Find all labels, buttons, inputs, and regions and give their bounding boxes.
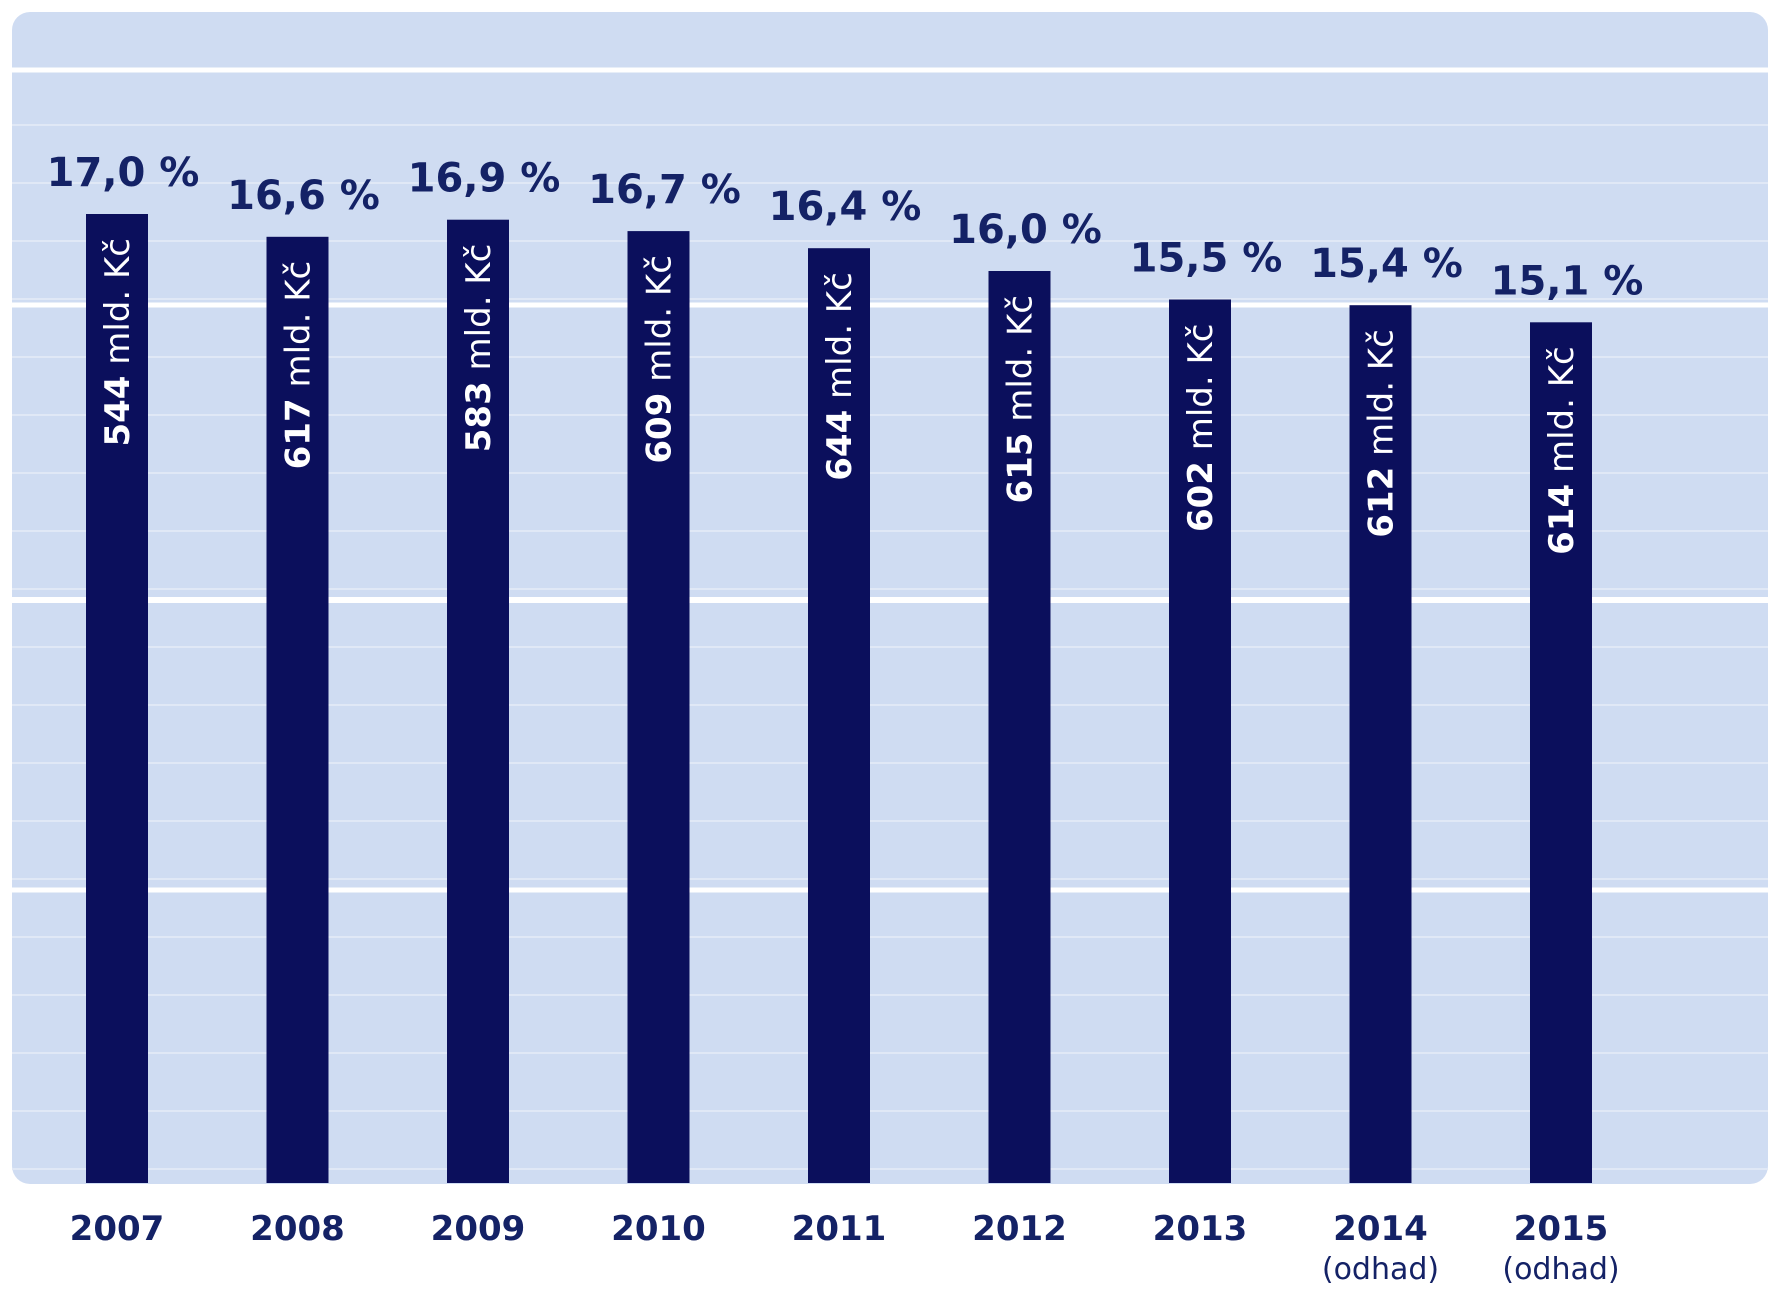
- category-label: 2012: [972, 1209, 1067, 1249]
- category-label: 2015: [1514, 1209, 1609, 1249]
- amount-value: 614: [1542, 484, 1582, 555]
- amount-label: 612 mld. Kč: [1362, 329, 1402, 538]
- amount-value: 609: [640, 393, 680, 464]
- category-note: (odhad): [1502, 1252, 1619, 1287]
- category-label: 2010: [611, 1209, 706, 1249]
- amount-label: 609 mld. Kč: [640, 255, 680, 464]
- value-label: 16,9 %: [408, 156, 561, 202]
- bar: [627, 231, 690, 1184]
- amount-label: 615 mld. Kč: [1001, 295, 1041, 504]
- value-label: 15,5 %: [1130, 236, 1283, 282]
- amount-label: 614 mld. Kč: [1542, 346, 1582, 555]
- amount-value: 615: [1001, 433, 1041, 504]
- amount-unit: mld. Kč: [1542, 346, 1582, 484]
- category-note: (odhad): [1322, 1252, 1439, 1287]
- amount-label: 644 mld. Kč: [820, 272, 860, 481]
- amount-value: 617: [279, 398, 319, 469]
- bars: [86, 214, 1592, 1184]
- amount-value: 544: [98, 376, 138, 447]
- bar: [988, 271, 1051, 1183]
- amount-value: 612: [1362, 467, 1402, 538]
- bar: [1530, 322, 1592, 1183]
- amount-unit: mld. Kč: [459, 244, 499, 382]
- value-label: 15,1 %: [1491, 258, 1644, 304]
- amount-unit: mld. Kč: [279, 261, 319, 399]
- bar: [1169, 299, 1231, 1183]
- amount-unit: mld. Kč: [1181, 324, 1221, 462]
- value-label: 16,0 %: [949, 207, 1102, 253]
- value-label: 16,4 %: [769, 184, 922, 230]
- amount-label: 583 mld. Kč: [459, 244, 499, 453]
- value-label: 16,6 %: [227, 173, 380, 219]
- value-label: 16,7 %: [588, 167, 741, 213]
- value-label: 17,0 %: [47, 150, 200, 196]
- labels: 17,0 % 544 mld. Kč 2007 16,6 % 617 mld. Kč 20…: [47, 150, 1644, 1287]
- category-label: 2008: [250, 1209, 345, 1249]
- category-label: 2014: [1333, 1209, 1428, 1249]
- category-label: 2009: [431, 1209, 526, 1249]
- amount-label: 617 mld. Kč: [279, 261, 319, 470]
- amount-unit: mld. Kč: [1001, 295, 1041, 433]
- bar: [1349, 305, 1412, 1183]
- amount-unit: mld. Kč: [640, 255, 680, 393]
- value-label: 15,4 %: [1310, 241, 1463, 287]
- category-label: 2011: [792, 1209, 887, 1249]
- bar: [86, 214, 148, 1183]
- amount-label: 544 mld. Kč: [98, 238, 138, 447]
- amount-unit: mld. Kč: [98, 238, 138, 376]
- amount-value: 644: [820, 410, 860, 481]
- amount-unit: mld. Kč: [1362, 329, 1402, 467]
- amount-unit: mld. Kč: [820, 272, 860, 410]
- bar: [447, 219, 509, 1183]
- bar: [808, 248, 870, 1183]
- category-label: 2007: [70, 1209, 165, 1249]
- bar: [266, 236, 329, 1184]
- amount-value: 602: [1181, 461, 1221, 532]
- amount-value: 583: [459, 381, 499, 452]
- amount-label: 602 mld. Kč: [1181, 324, 1221, 533]
- category-label: 2013: [1153, 1209, 1248, 1249]
